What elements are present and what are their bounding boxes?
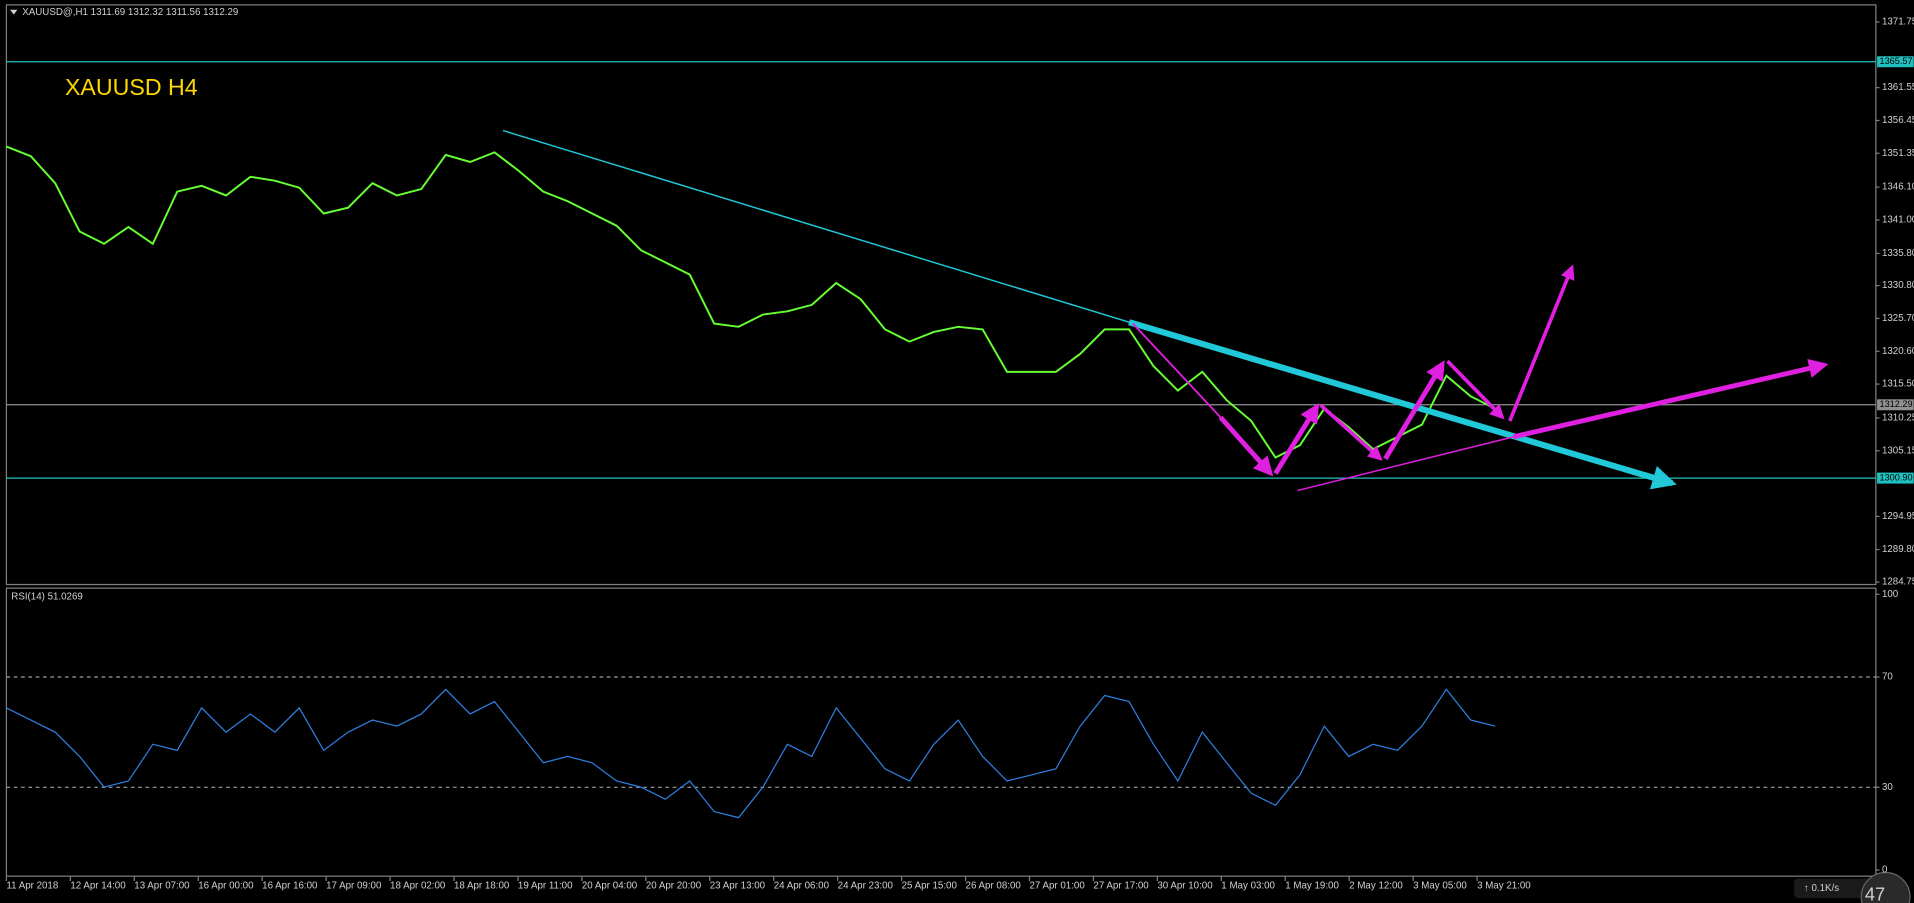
zigzag: [1446, 359, 1505, 420]
y-tick-label: 1320.60: [1882, 346, 1914, 357]
y-tick-label: 1294.95: [1882, 511, 1914, 522]
x-tick-label: 18 Apr 18:00: [454, 880, 510, 891]
zigzag: [1273, 403, 1320, 475]
x-tick-label: 27 Apr 17:00: [1093, 880, 1149, 891]
x-tick-label: 1 May 19:00: [1285, 880, 1339, 891]
y-tick-label: 1356.45: [1882, 115, 1914, 126]
watermark: XAUUSD H4: [65, 74, 198, 100]
x-tick-label: 16 Apr 16:00: [262, 880, 318, 891]
x-tick-label: 30 Apr 10:00: [1157, 880, 1213, 891]
x-tick-label: 3 May 05:00: [1413, 880, 1467, 891]
zigzag: [1319, 403, 1383, 461]
menu-arrow: [10, 9, 18, 15]
x-tick-label: 20 Apr 20:00: [646, 880, 702, 891]
level-tag: [1877, 56, 1914, 68]
x-tick-label: 2 May 12:00: [1349, 880, 1403, 891]
x-tick-label: 11 Apr 2018: [6, 880, 58, 891]
badge-text: 47: [1865, 884, 1885, 903]
price-line: [6, 688, 1496, 819]
y-tick-label: 1371.75: [1882, 17, 1914, 28]
x-tick-label: 20 Apr 04:00: [582, 880, 638, 891]
annotations: [502, 129, 1829, 492]
y-tick-label: 0: [1882, 865, 1888, 876]
x-tick-label: 16 Apr 00:00: [198, 880, 254, 891]
trend-line: [502, 129, 1130, 323]
y-tick-label: 1305.15: [1882, 445, 1914, 456]
y-tick-label: 1335.80: [1882, 248, 1914, 259]
x-tick-label: 3 May 21:00: [1477, 880, 1531, 891]
y-tick-label: 1341.00: [1882, 215, 1914, 226]
rsi-pane: [5, 587, 1877, 877]
symbol-info: XAUUSD@,H1 1311.69 1312.32 1311.56 1312.…: [22, 7, 238, 18]
net-speed: ↑ 0.1K/s: [1804, 883, 1839, 894]
y-tick-label: 1315.50: [1882, 379, 1914, 390]
x-tick-label: 1 May 03:00: [1221, 880, 1275, 891]
y-tick-label: 70: [1882, 672, 1893, 683]
level-tag: [1877, 399, 1914, 411]
support-line: [1297, 436, 1514, 492]
zigzag: [1383, 360, 1445, 461]
y-tick-label: 1351.35: [1882, 148, 1914, 159]
support-arrow: [1512, 358, 1829, 440]
x-tick-label: 24 Apr 06:00: [774, 880, 830, 891]
y-tick-label: 100: [1882, 589, 1899, 600]
level-label: 1312.29: [1880, 399, 1913, 409]
level-label: 1365.57: [1880, 56, 1913, 66]
x-tick-label: 18 Apr 02:00: [390, 880, 446, 891]
x-tick-label: 24 Apr 23:00: [838, 880, 894, 891]
zigzag: [1218, 415, 1274, 477]
y-tick-label: 1361.55: [1882, 82, 1914, 93]
x-tick-label: 27 Apr 01:00: [1029, 880, 1085, 891]
x-tick-label: 23 Apr 13:00: [710, 880, 766, 891]
y-tick-label: 1346.10: [1882, 182, 1914, 193]
x-tick-label: 13 Apr 07:00: [134, 880, 190, 891]
x-tick-label: 19 Apr 11:00: [518, 880, 573, 891]
y-tick-label: 1289.80: [1882, 544, 1914, 555]
level-tag: [1877, 472, 1914, 484]
rsi-title: RSI(14) 51.0269: [11, 591, 83, 602]
zigzag: [1132, 322, 1222, 418]
y-tick-label: 30: [1882, 782, 1893, 793]
trend-arrow: [1128, 319, 1677, 490]
badge: [1860, 871, 1911, 903]
level-label: 1300.90: [1880, 473, 1913, 483]
x-tick-label: 12 Apr 14:00: [70, 880, 126, 891]
x-tick-label: 26 Apr 08:00: [966, 880, 1022, 891]
zigzag: [1508, 264, 1575, 422]
y-tick-label: 1310.25: [1882, 412, 1914, 423]
price-line: [6, 145, 1496, 459]
price-pane: [5, 4, 1877, 586]
y-tick-label: 1330.80: [1882, 280, 1914, 291]
x-tick-label: 25 Apr 15:00: [902, 880, 958, 891]
net-widget: [1794, 878, 1878, 899]
y-tick-label: 1325.70: [1882, 313, 1914, 324]
x-tick-label: 17 Apr 09:00: [326, 880, 382, 891]
y-tick-label: 1284.75: [1882, 577, 1914, 588]
